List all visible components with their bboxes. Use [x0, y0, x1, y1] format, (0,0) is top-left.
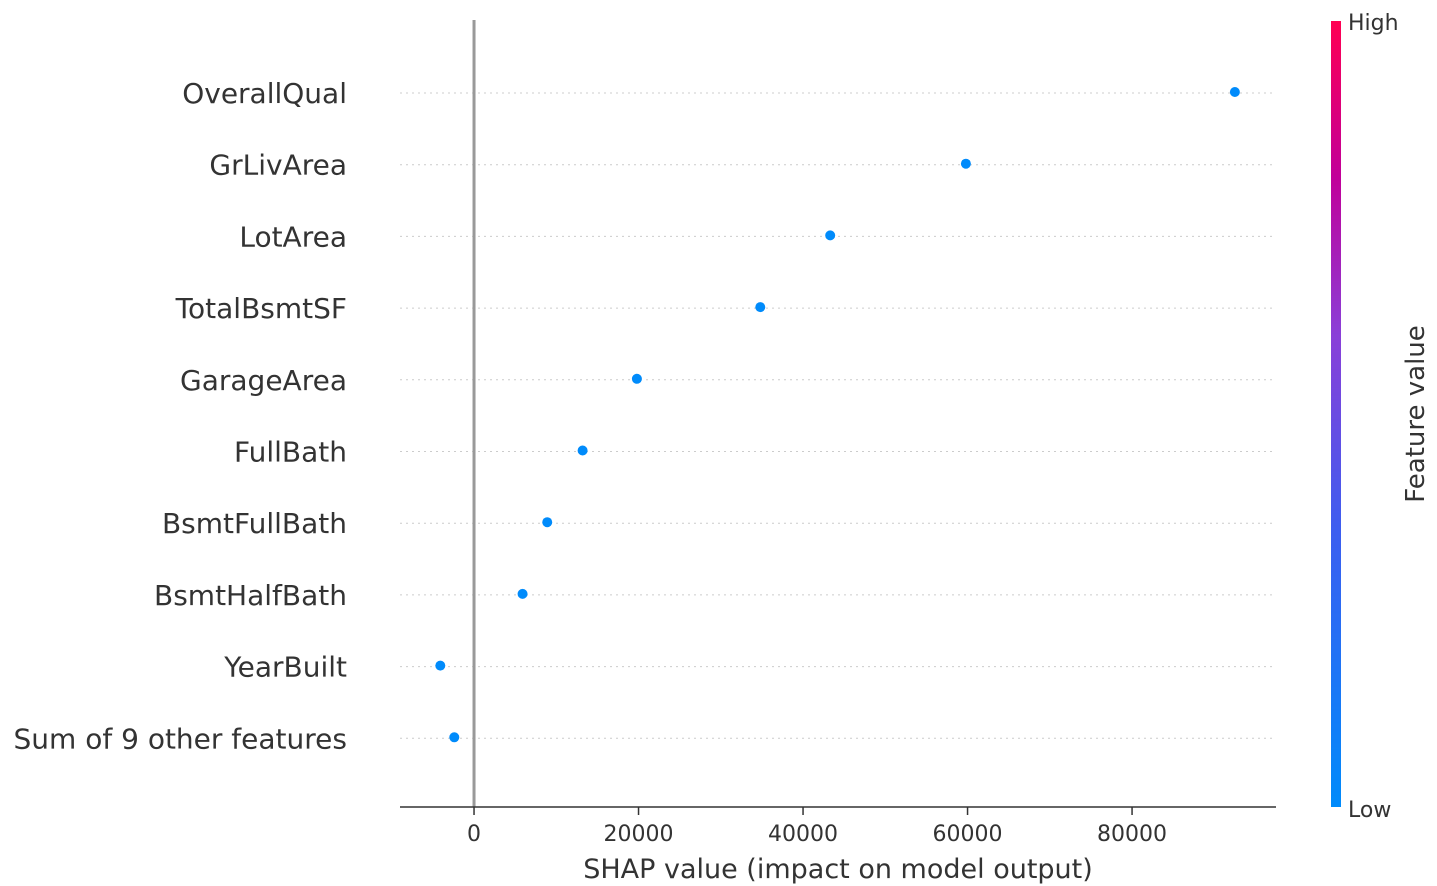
feature-label: GrLivArea — [209, 149, 347, 182]
feature-label: OverallQual — [182, 77, 347, 110]
feature-label: BsmtFullBath — [162, 507, 347, 540]
x-tick-label: 80000 — [1097, 822, 1167, 847]
data-point — [435, 660, 446, 671]
data-point — [517, 588, 528, 599]
data-point — [755, 302, 766, 313]
data-point — [577, 445, 588, 456]
x-tick-label: 20000 — [604, 822, 674, 847]
colorbar-title: Feature value — [1401, 325, 1431, 503]
data-point — [825, 230, 836, 241]
data-point — [1229, 87, 1240, 97]
x-axis-ticks: 0 20000 40000 60000 80000 — [467, 807, 1167, 847]
x-tick-label: 40000 — [768, 822, 838, 847]
colorbar — [1331, 21, 1341, 807]
colorbar-high-label: High — [1348, 11, 1399, 36]
x-tick-label: 0 — [467, 822, 481, 847]
x-tick-label: 60000 — [933, 822, 1003, 847]
feature-label: Sum of 9 other features — [14, 722, 347, 755]
row-guide-lines — [400, 92, 1272, 739]
data-point — [960, 158, 971, 169]
feature-label: LotArea — [239, 220, 347, 253]
feature-label: GarageArea — [180, 364, 347, 397]
feature-label: FullBath — [234, 436, 347, 469]
feature-label: BsmtHalfBath — [154, 579, 347, 612]
data-point — [631, 373, 642, 384]
data-point — [449, 732, 460, 743]
x-axis-label: SHAP value (impact on model output) — [583, 854, 1093, 885]
feature-labels: OverallQual GrLivArea LotArea TotalBsmtSF Ga… — [14, 77, 347, 755]
colorbar-low-label: Low — [1348, 798, 1391, 823]
data-points — [435, 87, 1240, 743]
feature-label: TotalBsmtSF — [175, 292, 347, 325]
feature-label: YearBuilt — [223, 651, 347, 684]
data-point — [542, 517, 553, 528]
